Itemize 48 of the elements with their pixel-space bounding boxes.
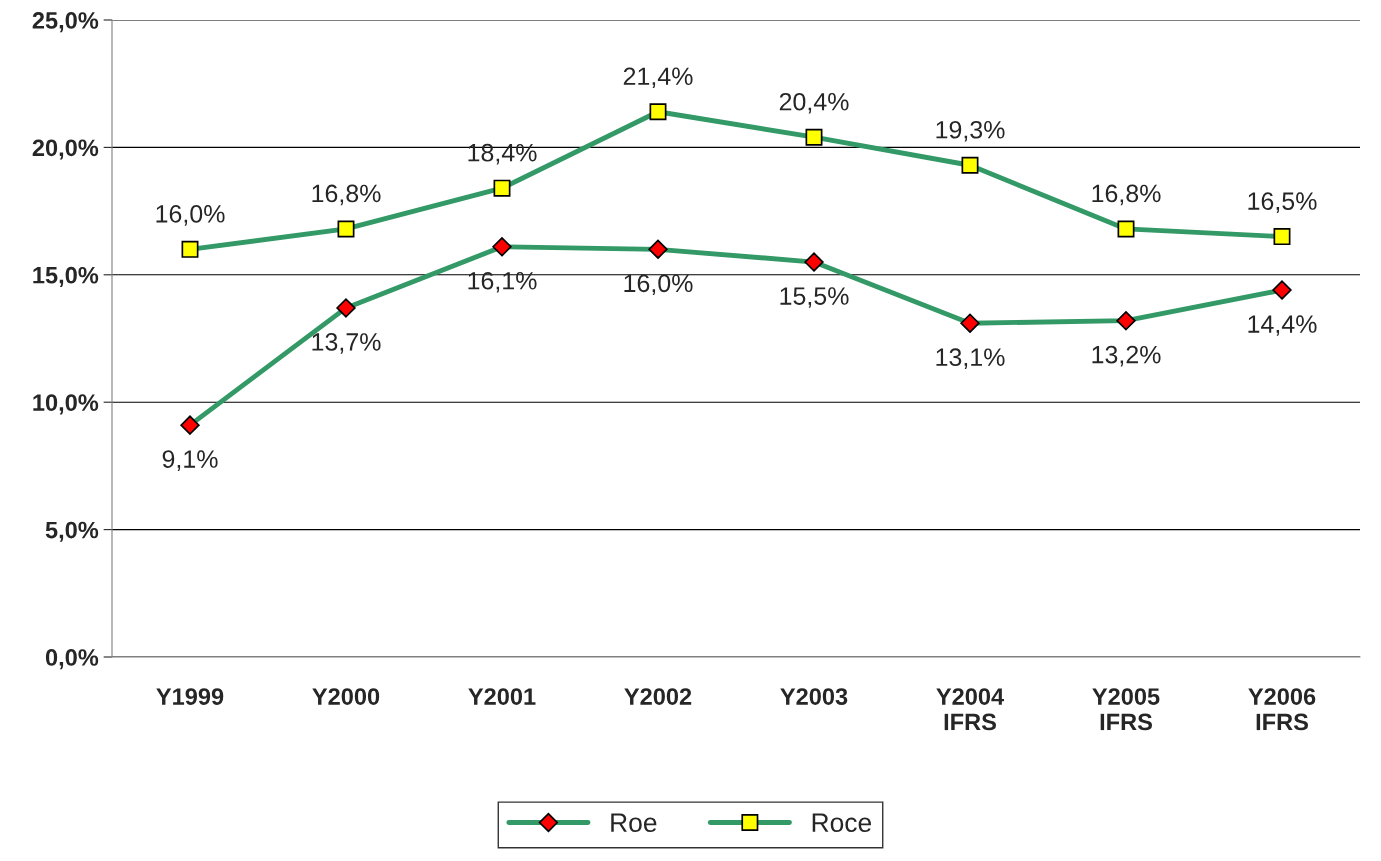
point [180, 415, 200, 435]
y-tick-label: 5,0% [45, 521, 99, 542]
point [492, 237, 512, 257]
legend-label: Roce [812, 813, 871, 833]
data-label: 16,8% [1092, 184, 1161, 206]
data-label: 13,7% [312, 333, 381, 354]
x-tick-label: Y2004 IFRS [936, 688, 1005, 731]
x-tick-label: Y1999 [156, 688, 224, 705]
point [649, 103, 667, 121]
data-label: 13,2% [1092, 345, 1161, 367]
point [181, 240, 199, 258]
point [493, 179, 511, 197]
x-tick-label: Y2006 IFRS [1248, 688, 1316, 731]
data-label: 18,4% [468, 143, 537, 165]
y-tick-label: 25,0% [32, 12, 99, 33]
data-label: 16,5% [1248, 192, 1317, 213]
x-tick-label: Y2003 [780, 688, 848, 705]
point [1117, 220, 1135, 238]
y-tick-label: 10,0% [33, 394, 99, 415]
point [1116, 310, 1136, 331]
data-label: 16,0% [624, 274, 693, 296]
x-tick-label: Y2000 [312, 688, 380, 705]
data-label: 14,4% [1248, 315, 1317, 336]
y-tick-label: 0,0% [45, 649, 99, 670]
legend-label: Roe [611, 813, 657, 833]
point [805, 128, 823, 146]
data-label: 16,0% [156, 204, 225, 226]
point [336, 298, 356, 318]
data-label: 21,4% [623, 67, 693, 89]
point [1272, 280, 1292, 300]
data-label: 16,1% [468, 271, 537, 293]
y-tick-label: 15,0% [33, 266, 99, 288]
x-tick-label: Y2002 [624, 688, 692, 705]
point [961, 156, 979, 174]
data-label: 15,5% [780, 287, 849, 308]
y-tick-label: 20,0% [32, 139, 99, 160]
data-label: 9,1% [162, 450, 218, 471]
point [648, 239, 668, 259]
x-tick-label: Y2005 IFRS [1092, 688, 1160, 731]
data-label: 13,1% [936, 348, 1005, 369]
point [960, 313, 980, 333]
data-label: 19,3% [936, 120, 1005, 142]
x-tick-label: Y2001 [468, 688, 536, 705]
data-label: 20,4% [779, 92, 849, 114]
data-label: 16,8% [312, 184, 381, 206]
point [804, 252, 824, 272]
point [1273, 228, 1291, 246]
point [337, 220, 355, 238]
